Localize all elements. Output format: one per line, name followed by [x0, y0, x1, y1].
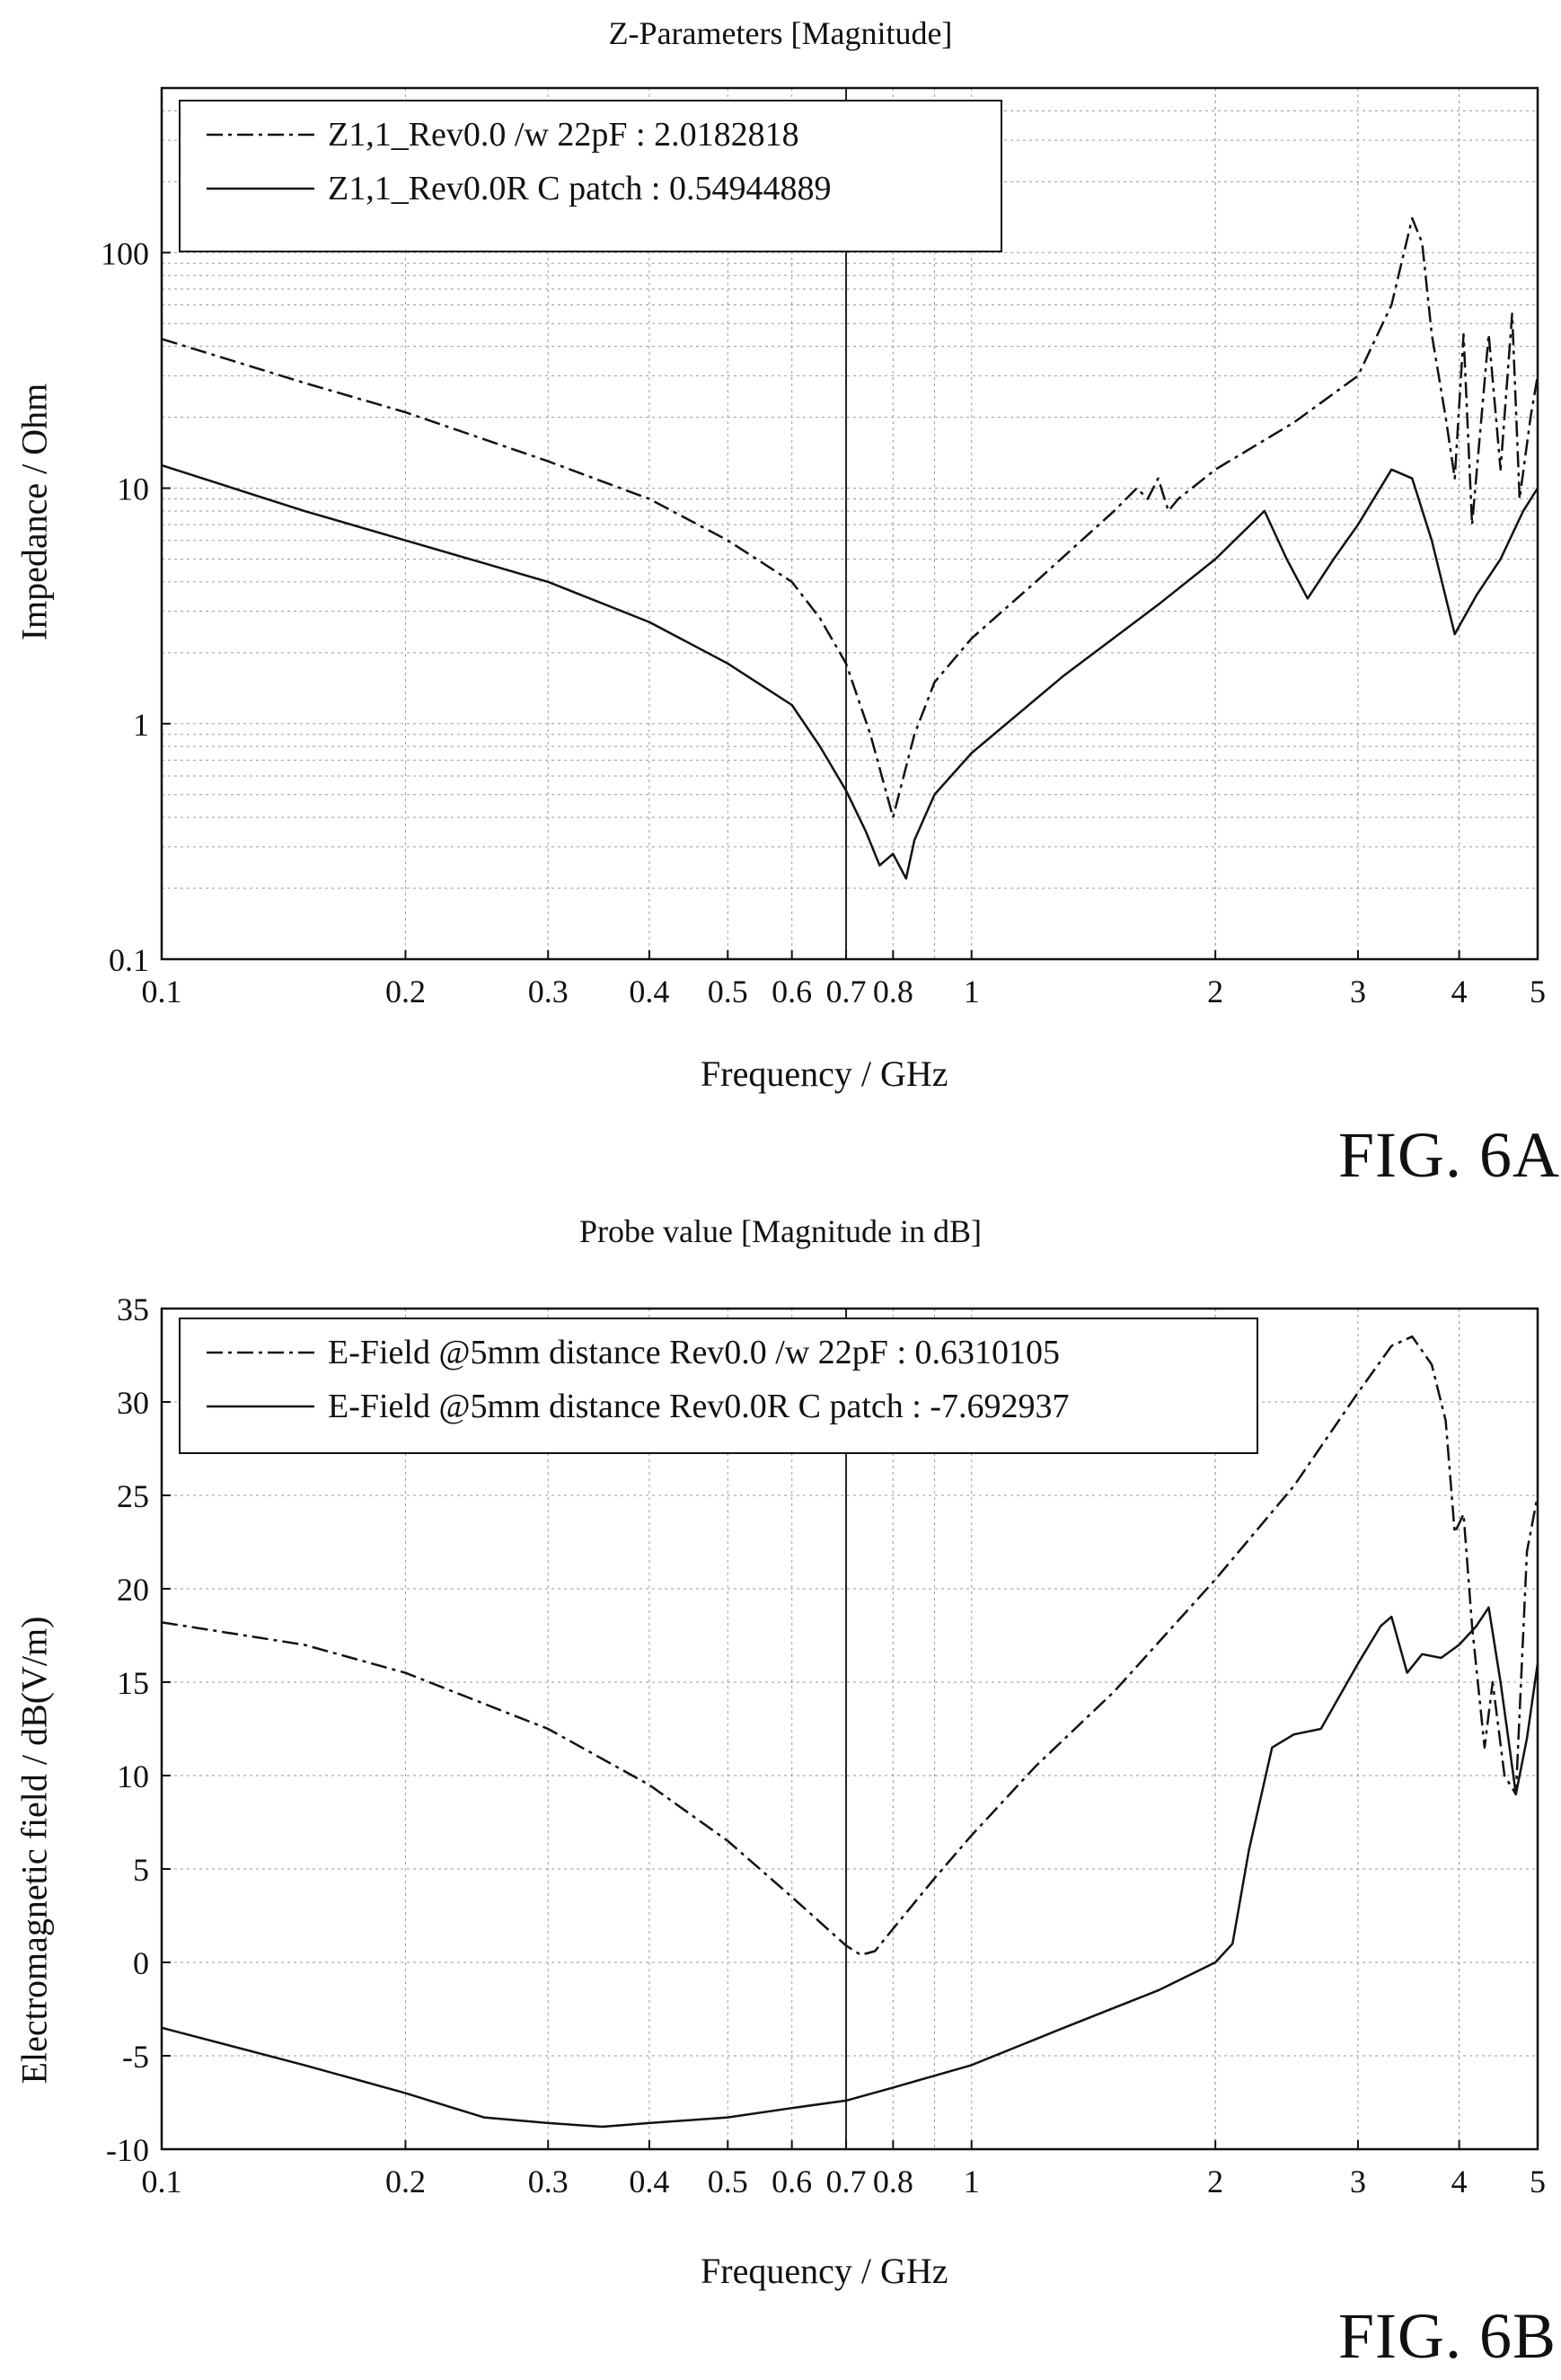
chart-a-x-tick-label: 0.4: [629, 974, 669, 1009]
chart-b-y-tick-label: 25: [117, 1478, 149, 1514]
chart-a-legend-label-1: Z1,1_Rev0.0 /w 22pF : 2.0182818: [328, 116, 799, 154]
chart-a-x-tick-label: 2: [1207, 974, 1223, 1009]
chart-b-y-tick-label: 0: [133, 1945, 149, 1981]
chart-a-y-tick-label: 1: [133, 707, 149, 743]
chart-b-y-axis-title: Electromagnetic field / dB(V/m): [13, 1616, 55, 2085]
chart-a-series-2-line: [161, 463, 1539, 880]
chart-a-x-tick-label: 0.1: [142, 974, 182, 1009]
chart-a-y-tick-label: 0.1: [109, 942, 149, 978]
chart-b-x-tick-label: 5: [1530, 2164, 1546, 2199]
chart-b-legend-label-1: E-Field @5mm distance Rev0.0 /w 22pF : 0…: [328, 1334, 1060, 1371]
chart-b-x-tick-label: 0.3: [528, 2164, 569, 2199]
chart-b-y-tick-label: 35: [117, 1291, 149, 1327]
chart-b-series-1-line: [161, 1335, 1539, 1956]
chart-b-y-tick-label: 15: [117, 1665, 149, 1701]
chart-a-title: Z-Parameters [Magnitude]: [608, 15, 953, 51]
chart-a-x-tick-label: 0.8: [873, 974, 913, 1009]
chart-a-x-tick-label: 0.7: [826, 974, 867, 1009]
chart-b-plot-frame: [160, 1307, 1539, 2151]
chart-b-x-tick-label: 0.1: [142, 2164, 182, 2199]
chart-a-x-tick-label: 3: [1350, 974, 1366, 1009]
chart-b-x-tick-label: 0.4: [629, 2164, 669, 2199]
fig-6a-label: FIG. 6A: [1338, 1119, 1561, 1191]
chart-a-series-1-line: [161, 216, 1539, 819]
chart-b: 0.1 0.2 0.3 0.4 0.5 0.6 0.7 0.8 1 2 3 4 5 -10 -5 0 5 10 15…: [106, 1291, 1546, 2199]
chart-a: 0.1 0.2 0.3 0.4 0.5 0.6 0.7 0.8 1 2 3 4 5 0.1 1 10 100 Z1…: [101, 86, 1546, 1009]
chart-b-legend-box: [179, 1318, 1258, 1454]
chart-a-plot-frame: [160, 86, 1539, 961]
chart-b-x-tick-label: 0.6: [772, 2164, 812, 2199]
chart-b-y-tick-label: -10: [106, 2132, 149, 2168]
chart-a-x-axis-title: Frequency / GHz: [701, 1053, 948, 1094]
chart-a-x-tick-label: 4: [1451, 974, 1468, 1009]
chart-a-x-tick-label: 0.2: [385, 974, 426, 1009]
chart-a-y-tick-label: 100: [101, 235, 149, 271]
chart-b-x-tick-label: 1: [964, 2164, 980, 2199]
chart-b-x-tick-label: 0.2: [385, 2164, 426, 2199]
chart-b-x-tick-label: 3: [1350, 2164, 1366, 2199]
chart-b-y-tick-label: 30: [117, 1385, 149, 1421]
chart-b-series-2-line: [161, 1606, 1539, 2129]
chart-a-x-tick-label: 1: [964, 974, 980, 1009]
chart-b-y-tick-label: 20: [117, 1572, 149, 1608]
chart-a-y-axis-title: Impedance / Ohm: [13, 383, 55, 641]
chart-b-y-tick-label: 5: [133, 1852, 149, 1888]
chart-a-y-tick-label: 10: [117, 472, 149, 507]
chart-b-x-tick-label: 0.8: [873, 2164, 913, 2199]
chart-a-legend-box: [179, 100, 1002, 252]
fig-6b-label: FIG. 6B: [1338, 2300, 1557, 2372]
chart-a-legend-label-2: Z1,1_Rev0.0R C patch : 0.54944889: [328, 170, 831, 207]
chart-b-legend-label-2: E-Field @5mm distance Rev0.0R C patch : …: [328, 1388, 1070, 1425]
chart-a-x-tick-label: 0.6: [772, 974, 812, 1009]
chart-b-y-tick-label: -5: [122, 2039, 149, 2075]
chart-b-x-axis-title: Frequency / GHz: [701, 2251, 948, 2291]
chart-b-y-tick-label: 10: [117, 1759, 149, 1794]
chart-b-title: Probe value [Magnitude in dB]: [579, 1213, 982, 1249]
chart-b-x-tick-label: 2: [1207, 2164, 1223, 2199]
chart-a-x-tick-label: 5: [1530, 974, 1546, 1009]
chart-a-x-tick-label: 0.3: [528, 974, 569, 1009]
chart-b-x-tick-label: 0.5: [708, 2164, 748, 2199]
chart-b-x-tick-label: 4: [1451, 2164, 1468, 2199]
chart-b-x-tick-label: 0.7: [826, 2164, 867, 2199]
chart-a-x-tick-label: 0.5: [708, 974, 748, 1009]
